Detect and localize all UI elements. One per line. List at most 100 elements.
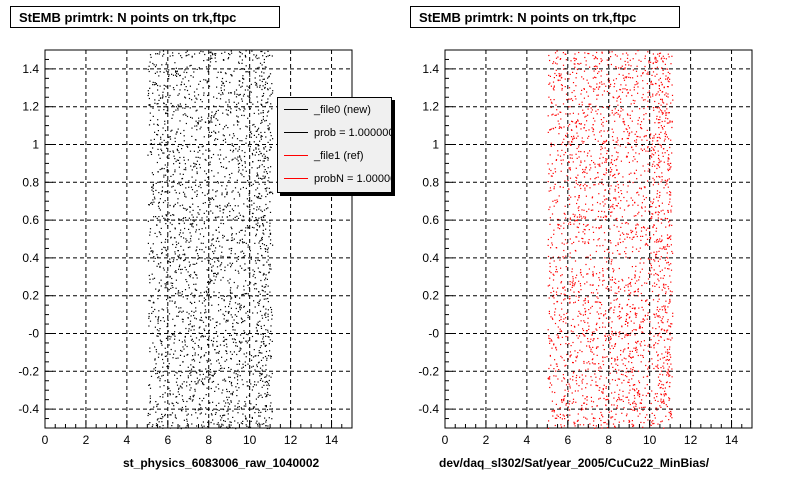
scatter-point (661, 111, 663, 114)
scatter-point (230, 296, 232, 298)
scatter-point (185, 114, 187, 116)
scatter-point (661, 152, 664, 154)
scatter-point (265, 277, 267, 279)
scatter-point (271, 191, 273, 193)
scatter-point (155, 423, 158, 425)
scatter-point (181, 291, 183, 293)
scatter-point (612, 163, 614, 165)
scatter-point (261, 314, 263, 317)
scatter-point (203, 297, 205, 299)
scatter-point (233, 101, 235, 103)
scatter-point (202, 335, 204, 337)
scatter-point (661, 127, 663, 129)
scatter-point (176, 84, 178, 86)
scatter-point (244, 161, 246, 163)
scatter-point (602, 270, 604, 272)
scatter-point (575, 176, 577, 178)
scatter-point (667, 160, 669, 162)
scatter-point (171, 402, 173, 404)
scatter-point (591, 379, 593, 381)
scatter-point (242, 75, 244, 77)
scatter-point (200, 348, 202, 350)
scatter-point (671, 126, 673, 129)
scatter-point (578, 103, 580, 105)
scatter-point (636, 313, 638, 315)
scatter-point (191, 302, 193, 305)
scatter-point (235, 342, 237, 344)
scatter-point (227, 320, 229, 322)
scatter-point (659, 332, 661, 334)
scatter-point (268, 336, 270, 338)
scatter-point (148, 317, 150, 319)
scatter-point (255, 340, 257, 342)
scatter-point (653, 397, 655, 399)
scatter-point (256, 86, 258, 88)
scatter-point (242, 293, 244, 295)
scatter-point (265, 350, 268, 353)
scatter-point (242, 420, 244, 422)
scatter-point (239, 109, 241, 111)
scatter-point (269, 394, 271, 396)
scatter-point (263, 157, 265, 159)
scatter-point (185, 167, 187, 169)
scatter-point (656, 93, 658, 95)
scatter-point (261, 423, 263, 425)
scatter-point (265, 190, 267, 192)
scatter-point (628, 399, 630, 401)
scatter-point (244, 255, 246, 257)
scatter-point (195, 250, 197, 252)
scatter-point (664, 138, 666, 140)
scatter-point (156, 123, 159, 126)
scatter-point (260, 122, 262, 124)
scatter-point (270, 376, 272, 378)
scatter-point (618, 398, 620, 400)
scatter-point (265, 136, 267, 138)
scatter-point (155, 351, 158, 353)
scatter-point (226, 410, 228, 412)
scatter-point (574, 425, 576, 427)
scatter-point (551, 163, 553, 165)
scatter-point (586, 91, 588, 93)
scatter-point (558, 224, 560, 226)
scatter-point (266, 384, 268, 386)
scatter-point (657, 359, 659, 362)
scatter-point (240, 251, 242, 253)
scatter-point (199, 369, 201, 371)
scatter-point (667, 80, 669, 82)
scatter-point (661, 383, 663, 386)
scatter-point (214, 114, 216, 116)
scatter-point (182, 253, 184, 256)
scatter-point (236, 363, 238, 365)
scatter-point (231, 228, 233, 230)
scatter-point (610, 206, 612, 208)
scatter-point (255, 71, 257, 73)
scatter-point (234, 91, 236, 93)
scatter-point (564, 395, 566, 397)
scatter-point (215, 110, 217, 113)
scatter-point (570, 354, 572, 356)
scatter-point (156, 405, 158, 408)
scatter-point (185, 327, 187, 330)
scatter-point (655, 365, 657, 367)
scatter-point (206, 359, 208, 362)
scatter-point (582, 109, 584, 111)
scatter-point (631, 350, 633, 352)
scatter-point (203, 223, 205, 225)
scatter-point (173, 334, 175, 336)
scatter-point (558, 337, 560, 339)
scatter-point (617, 364, 619, 366)
scatter-point (157, 290, 159, 292)
scatter-point (646, 299, 648, 301)
scatter-point (625, 256, 627, 258)
scatter-point (175, 401, 178, 403)
scatter-point (667, 210, 669, 212)
scatter-point (215, 412, 217, 414)
scatter-point (234, 253, 236, 255)
scatter-point (629, 316, 631, 318)
scatter-point (147, 412, 149, 415)
scatter-point (594, 120, 596, 122)
scatter-point (264, 177, 266, 179)
scatter-point (272, 193, 274, 195)
scatter-point (584, 183, 586, 185)
scatter-point (257, 195, 260, 198)
